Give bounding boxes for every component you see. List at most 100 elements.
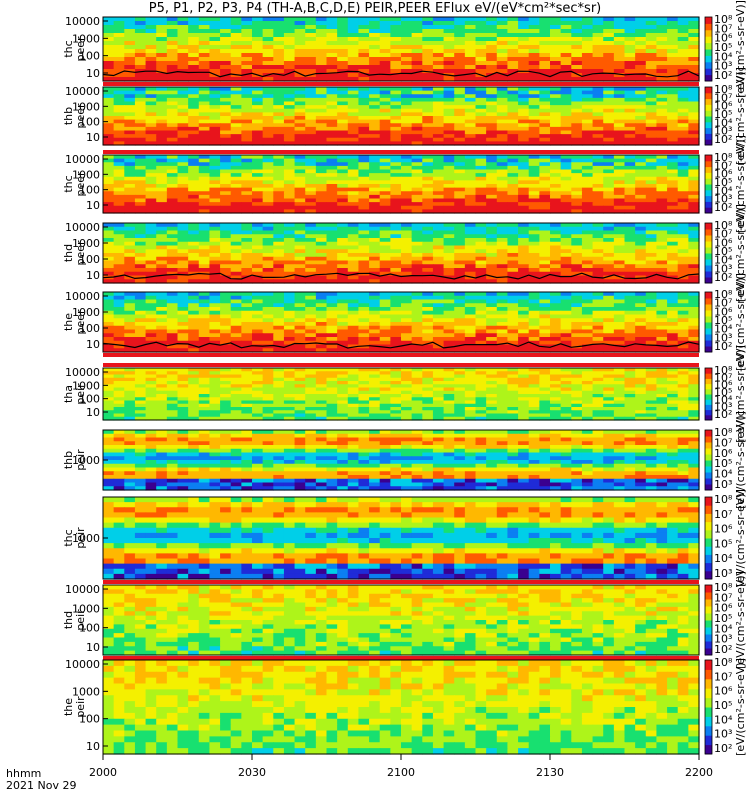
heatmap-cell <box>677 344 689 349</box>
heatmap-cell <box>443 191 455 196</box>
heatmap-cell <box>688 73 700 78</box>
heatmap-cell <box>113 202 125 207</box>
heatmap-cell <box>326 194 338 200</box>
heatmap-cell <box>166 325 179 331</box>
heatmap-cell <box>145 295 157 301</box>
heatmap-cell <box>550 77 562 82</box>
heatmap-cell <box>326 21 338 26</box>
heatmap-cell <box>166 329 179 334</box>
heatmap-cell <box>283 325 296 331</box>
heatmap-cell <box>198 61 211 66</box>
heatmap-cell <box>177 141 189 146</box>
heatmap-cell <box>390 57 402 62</box>
heatmap-cell <box>337 45 349 50</box>
heatmap-cell <box>262 45 274 50</box>
heatmap-cell <box>677 73 689 78</box>
heatmap-cell <box>645 245 658 250</box>
heatmap-cell <box>539 299 551 304</box>
heatmap-cell <box>432 260 445 265</box>
heatmap-cell <box>145 238 157 243</box>
heatmap-cell <box>134 137 147 142</box>
heatmap-cell <box>613 318 626 323</box>
heatmap-cell <box>134 123 147 128</box>
heatmap-cell <box>677 49 689 54</box>
heatmap-cell <box>166 374 179 379</box>
heatmap-cell <box>486 45 498 50</box>
heatmap-cell <box>603 329 615 334</box>
heatmap-cell <box>358 134 370 139</box>
heatmap-cell <box>145 387 157 392</box>
heatmap-cell <box>177 249 189 254</box>
heatmap-cell <box>667 205 679 210</box>
heatmap-cell <box>635 137 647 142</box>
heatmap-cell <box>230 268 242 273</box>
heatmap-cell <box>156 69 168 74</box>
heatmap-cell <box>326 123 338 128</box>
heatmap-cell <box>379 268 391 273</box>
heatmap-cell <box>113 165 125 171</box>
heatmap-cell <box>507 329 519 334</box>
heatmap-cell <box>103 97 115 103</box>
heatmap-cell <box>496 176 509 181</box>
heatmap-cell <box>145 260 157 265</box>
heatmap-cell <box>283 176 296 181</box>
heatmap-cell <box>220 57 232 62</box>
heatmap-cell <box>443 49 455 54</box>
heatmap-cell <box>188 307 200 312</box>
heatmap-cell <box>262 377 274 382</box>
heatmap-cell <box>454 264 466 269</box>
heatmap-cell <box>358 318 370 323</box>
heatmap-cell <box>188 130 200 135</box>
heatmap-cell <box>454 45 466 50</box>
colorbar-swatch <box>705 127 712 134</box>
heatmap-cell <box>550 344 562 349</box>
heatmap-cell <box>241 97 253 103</box>
heatmap-cell <box>539 377 551 382</box>
heatmap-cell <box>422 123 434 128</box>
heatmap-cell <box>198 340 211 346</box>
heatmap-cell <box>230 230 242 235</box>
heatmap-cell <box>358 165 370 171</box>
heatmap-cell <box>134 155 147 160</box>
heatmap-cell <box>379 94 391 99</box>
heatmap-cell <box>358 94 370 99</box>
heatmap-cell <box>113 368 125 372</box>
heatmap-cell <box>677 141 689 146</box>
heatmap-cell <box>401 381 413 385</box>
heatmap-cell <box>401 87 413 92</box>
heatmap-cell <box>539 307 551 312</box>
heatmap-cell <box>113 245 125 250</box>
heatmap-cell <box>464 69 477 74</box>
heatmap-cell <box>113 112 125 117</box>
heatmap-cell <box>592 234 604 239</box>
heatmap-cell <box>198 49 211 54</box>
heatmap-cell <box>220 310 232 316</box>
heatmap-cell <box>369 322 381 327</box>
heatmap-cell <box>677 318 689 323</box>
heatmap-cell <box>379 29 391 34</box>
heatmap-cell <box>518 33 530 38</box>
heatmap-cell <box>145 108 157 113</box>
heatmap-cell <box>294 194 306 200</box>
heatmap-cell <box>166 264 179 269</box>
heatmap-cell <box>156 165 168 171</box>
heatmap-cell <box>337 307 349 312</box>
heatmap-cell <box>613 77 626 82</box>
heatmap-cell <box>667 371 679 376</box>
heatmap-cell <box>475 169 487 174</box>
heatmap-cell <box>230 184 242 189</box>
heatmap-cell <box>209 173 221 178</box>
heatmap-cell <box>390 21 402 26</box>
heatmap-cell <box>337 322 349 327</box>
heatmap-cell <box>369 303 381 308</box>
heatmap-cell <box>401 165 413 171</box>
heatmap-cell <box>656 191 668 196</box>
heatmap-cell <box>645 17 658 22</box>
heatmap-cell <box>145 245 157 250</box>
heatmap-cell <box>113 329 125 334</box>
heatmap-cell <box>209 292 221 297</box>
heatmap-cell <box>592 105 604 110</box>
heatmap-cell <box>326 371 338 376</box>
heatmap-cell <box>124 333 136 338</box>
heatmap-cell <box>337 371 349 376</box>
